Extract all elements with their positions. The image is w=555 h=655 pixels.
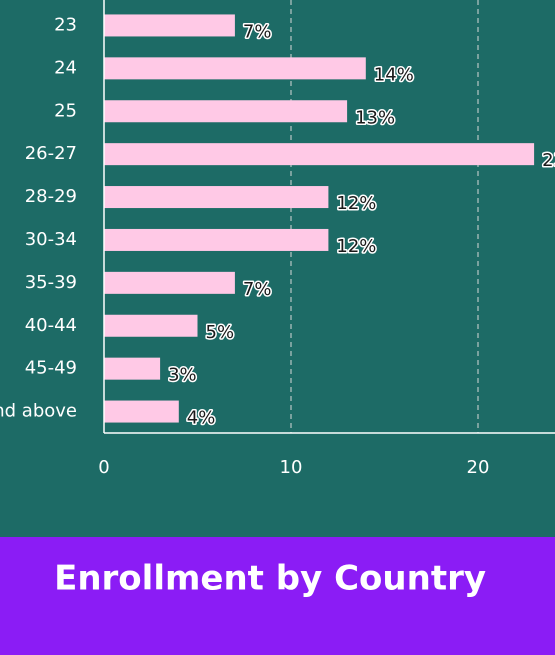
data-label: 3% <box>168 365 197 386</box>
data-label: 7% <box>243 279 272 300</box>
data-label: 7% <box>243 21 272 42</box>
x-tick-label: 20 <box>467 457 490 478</box>
x-tick-label: 10 <box>280 457 303 478</box>
y-tick-label: 24 <box>54 57 77 78</box>
bar <box>104 400 179 423</box>
bar <box>104 314 198 337</box>
data-label: 13% <box>355 107 395 128</box>
bar <box>104 228 329 251</box>
y-tick-label: 35-39 <box>25 272 77 293</box>
data-label: 5% <box>206 322 235 343</box>
y-tick-label: 23 <box>54 14 77 35</box>
data-label: 12% <box>336 236 376 257</box>
data-label: 23% <box>542 150 555 171</box>
footer-title: Enrollment by Country <box>54 559 486 599</box>
y-tick-label: 25 <box>54 100 77 121</box>
data-label: 4% <box>187 408 216 429</box>
bar <box>104 143 535 166</box>
bar <box>104 357 161 380</box>
x-tick-label: 0 <box>98 457 109 478</box>
bar <box>104 100 348 123</box>
y-tick-label: 26-27 <box>25 143 77 164</box>
y-tick-label: 28-29 <box>25 186 77 207</box>
footer-band <box>0 537 555 655</box>
bar <box>104 186 329 209</box>
bar <box>104 57 366 80</box>
data-label: 14% <box>374 64 414 85</box>
y-tick-label: 40-44 <box>25 315 77 336</box>
bar <box>104 14 235 37</box>
data-label: 12% <box>336 193 376 214</box>
bar <box>104 271 235 294</box>
y-tick-label: 50 and above <box>0 401 77 422</box>
y-tick-label: 30-34 <box>25 229 77 250</box>
y-tick-label: 45-49 <box>25 358 77 379</box>
